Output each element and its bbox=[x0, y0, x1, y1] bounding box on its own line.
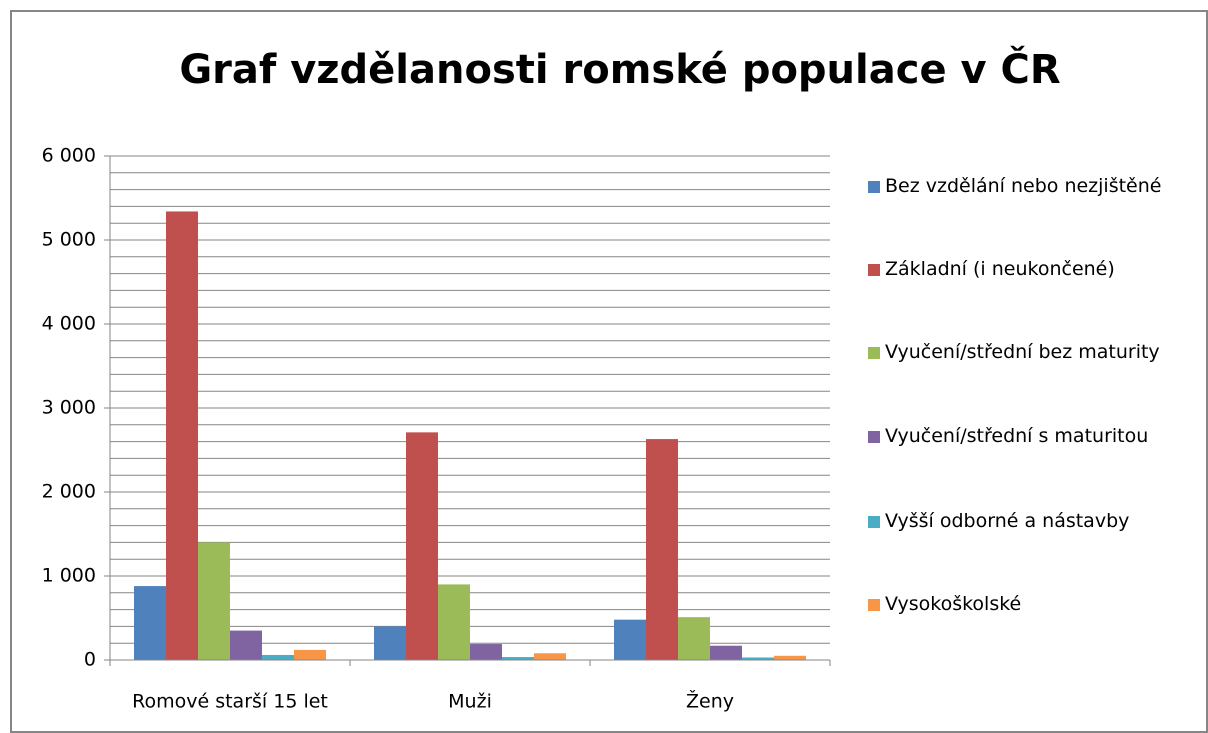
y-tick-label: 5 000 bbox=[42, 229, 96, 251]
bar bbox=[710, 645, 742, 660]
legend-item: Bez vzdělání nebo nezjištěné bbox=[868, 172, 1197, 201]
x-tick-label: Ženy bbox=[686, 690, 734, 713]
bar bbox=[438, 584, 470, 660]
legend-label: Vyučení/střední bez maturity bbox=[885, 341, 1160, 363]
x-tick-label: Romové starší 15 let bbox=[132, 691, 328, 713]
legend-label: Bez vzdělání nebo nezjištěné bbox=[885, 175, 1162, 197]
bar bbox=[534, 653, 566, 660]
legend-swatch bbox=[868, 264, 880, 276]
y-tick-label: 3 000 bbox=[42, 397, 96, 419]
legend-swatch bbox=[868, 181, 880, 193]
legend-item: Vysokoškolské bbox=[868, 590, 1197, 619]
legend-label: Vysokoškolské bbox=[885, 593, 1022, 615]
bar bbox=[470, 644, 502, 660]
legend-label: Vyšší odborné a nástavby bbox=[885, 510, 1130, 532]
legend-item: Vyučení/střední s maturitou bbox=[868, 422, 1197, 451]
bar bbox=[614, 619, 646, 660]
chart-title: Graf vzdělanosti romské populace v ČR bbox=[179, 45, 1060, 93]
legend-swatch bbox=[868, 599, 880, 611]
bar bbox=[646, 439, 678, 660]
bar bbox=[294, 649, 326, 660]
bar bbox=[678, 617, 710, 660]
y-tick-label: 4 000 bbox=[42, 313, 96, 335]
legend-swatch bbox=[868, 516, 880, 528]
legend-label: Vyučení/střední s maturitou bbox=[885, 425, 1149, 447]
bar bbox=[134, 586, 166, 660]
y-tick-label: 6 000 bbox=[42, 145, 96, 167]
y-tick-label: 0 bbox=[84, 649, 96, 671]
y-tick-label: 2 000 bbox=[42, 481, 96, 503]
y-tick-label: 1 000 bbox=[42, 565, 96, 587]
bar bbox=[774, 655, 806, 660]
bar bbox=[406, 432, 438, 660]
legend-label: Základní (i neukončené) bbox=[885, 258, 1115, 280]
bar bbox=[166, 211, 198, 660]
bar bbox=[374, 626, 406, 660]
legend-item: Vyšší odborné a nástavby bbox=[868, 507, 1197, 536]
x-tick-label: Muži bbox=[448, 691, 492, 713]
legend-item: Vyučení/střední bez maturity bbox=[868, 338, 1197, 367]
legend-item: Základní (i neukončené) bbox=[868, 255, 1197, 284]
bar bbox=[742, 657, 774, 660]
legend-swatch bbox=[868, 347, 880, 359]
bar bbox=[262, 654, 294, 660]
bar bbox=[502, 657, 534, 660]
bar bbox=[198, 542, 230, 660]
bar bbox=[230, 630, 262, 660]
legend-swatch bbox=[868, 431, 880, 443]
